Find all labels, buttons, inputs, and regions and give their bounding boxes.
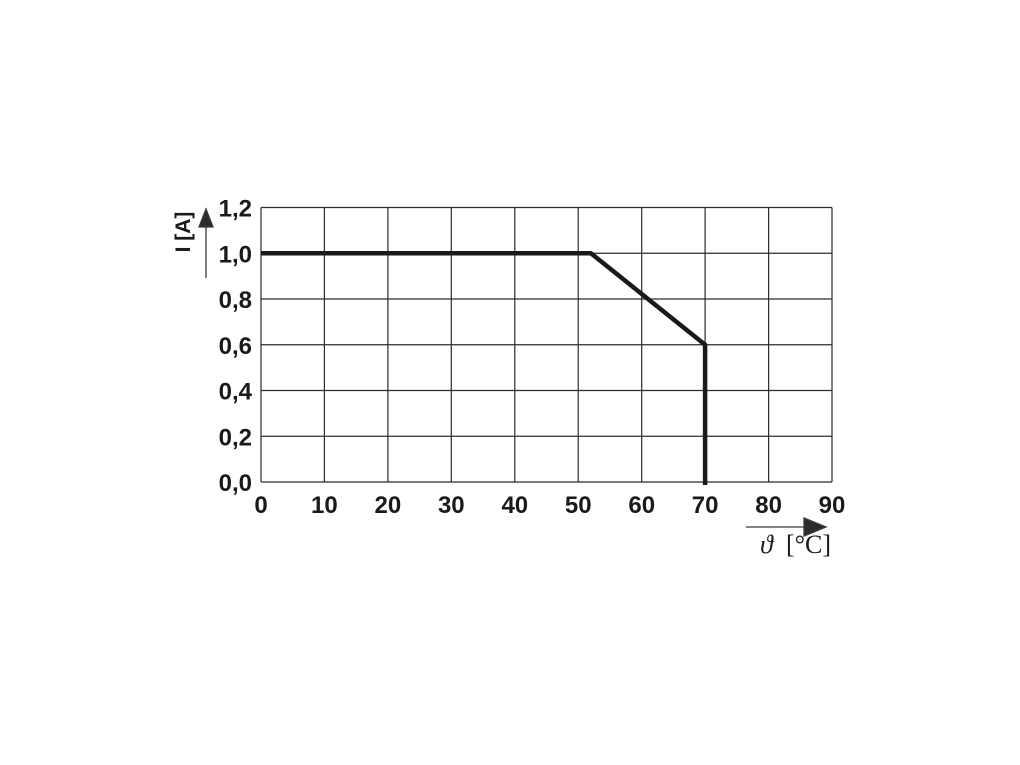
svg-text:0,6: 0,6 xyxy=(219,333,252,360)
svg-text:0: 0 xyxy=(254,492,267,519)
svg-text:60: 60 xyxy=(628,492,655,519)
svg-text:[°C]: [°C] xyxy=(786,530,831,559)
svg-text:30: 30 xyxy=(438,492,465,519)
svg-text:I [A]: I [A] xyxy=(172,212,195,253)
svg-text:0,0: 0,0 xyxy=(219,470,252,497)
svg-text:50: 50 xyxy=(565,492,592,519)
svg-text:0,8: 0,8 xyxy=(219,287,252,314)
svg-text:20: 20 xyxy=(375,492,402,519)
svg-text:40: 40 xyxy=(501,492,528,519)
svg-text:0,2: 0,2 xyxy=(219,424,252,451)
svg-text:80: 80 xyxy=(755,492,782,519)
svg-text:ϑ: ϑ xyxy=(760,530,774,559)
svg-text:90: 90 xyxy=(819,492,846,519)
svg-text:0,4: 0,4 xyxy=(219,379,253,406)
svg-text:10: 10 xyxy=(311,492,338,519)
svg-text:1,0: 1,0 xyxy=(219,241,252,268)
svg-text:70: 70 xyxy=(692,492,719,519)
svg-text:1,2: 1,2 xyxy=(219,196,252,223)
